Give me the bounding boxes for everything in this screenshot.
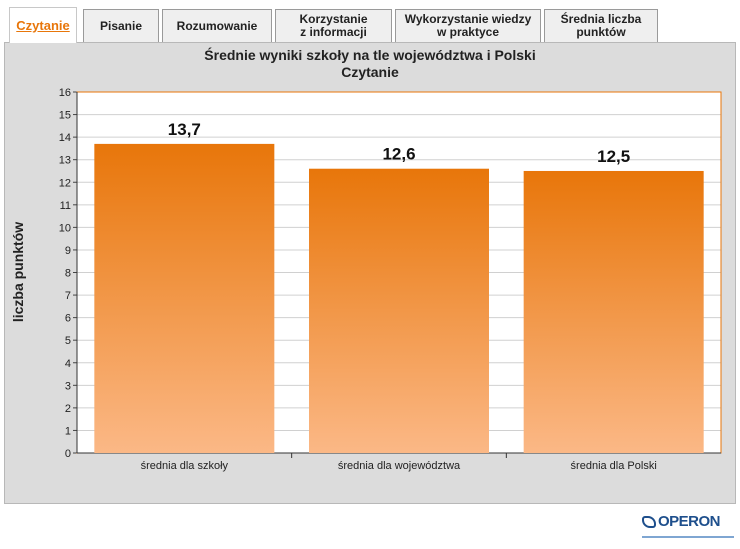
tab-srednia-label: Średnia liczba punktów [560,12,642,39]
y-tick-label: 11 [60,200,71,212]
y-tick-label: 14 [59,132,71,144]
y-tick-label: 16 [59,87,71,99]
bar [309,168,489,453]
y-tick-label: 5 [65,335,71,347]
tab-srednia-liczba-punktow[interactable]: Średnia liczba punktów [544,9,658,42]
chart-title: Średnie wyniki szkoły na tle województwa… [204,47,536,63]
operon-logo-mark [642,516,656,528]
operon-logo: OPERON [642,513,734,543]
bar [94,143,275,454]
y-axis-label: liczba punktów [10,222,26,322]
y-tick-label: 10 [59,222,71,234]
y-tick-label: 3 [65,380,71,392]
y-tick-label: 0 [65,448,71,460]
y-tick-label: 12 [59,177,71,189]
y-tick-label: 6 [65,313,71,325]
y-tick-label: 8 [65,268,71,280]
tab-wykorzystanie-label: Wykorzystanie wiedzy w praktyce [404,12,532,39]
y-tick-label: 13 [59,155,71,167]
tab-korzystanie-z-informacji[interactable]: Korzystanie z informacji [275,9,392,42]
tab-rozumowanie-label: Rozumowanie [176,18,258,33]
y-tick-label: 2 [65,403,71,415]
y-tick-label: 7 [65,290,71,302]
data-label: 12,5 [597,147,630,166]
y-tick-label: 9 [65,245,71,257]
x-tick-label: średnia dla Polski [571,460,657,472]
chart-title-block: Średnie wyniki szkoły na tle województwa… [4,47,736,81]
y-tick-label: 15 [59,110,71,122]
tab-pisanie-label: Pisanie [99,18,143,33]
tab-czytanie[interactable]: Czytanie [9,7,77,43]
tab-pisanie[interactable]: Pisanie [83,9,159,42]
x-tick-label: średnia dla województwa [338,460,461,472]
y-tick-label: 4 [65,358,71,370]
tab-wykorzystanie-wiedzy[interactable]: Wykorzystanie wiedzy w praktyce [395,9,541,42]
bar [523,170,704,453]
x-tick-label: średnia dla szkoły [141,460,229,472]
operon-logo-text: OPERON [658,513,721,530]
tab-rozumowanie[interactable]: Rozumowanie [162,9,272,42]
tab-czytanie-label: Czytanie [16,18,70,33]
chart-subtitle: Czytanie [341,64,399,80]
y-tick-label: 1 [65,425,71,437]
operon-logo-underline [642,536,734,538]
data-label: 12,6 [382,145,415,164]
data-label: 13,7 [168,120,201,139]
tab-korzystanie-label: Korzystanie z informacji [299,12,368,39]
